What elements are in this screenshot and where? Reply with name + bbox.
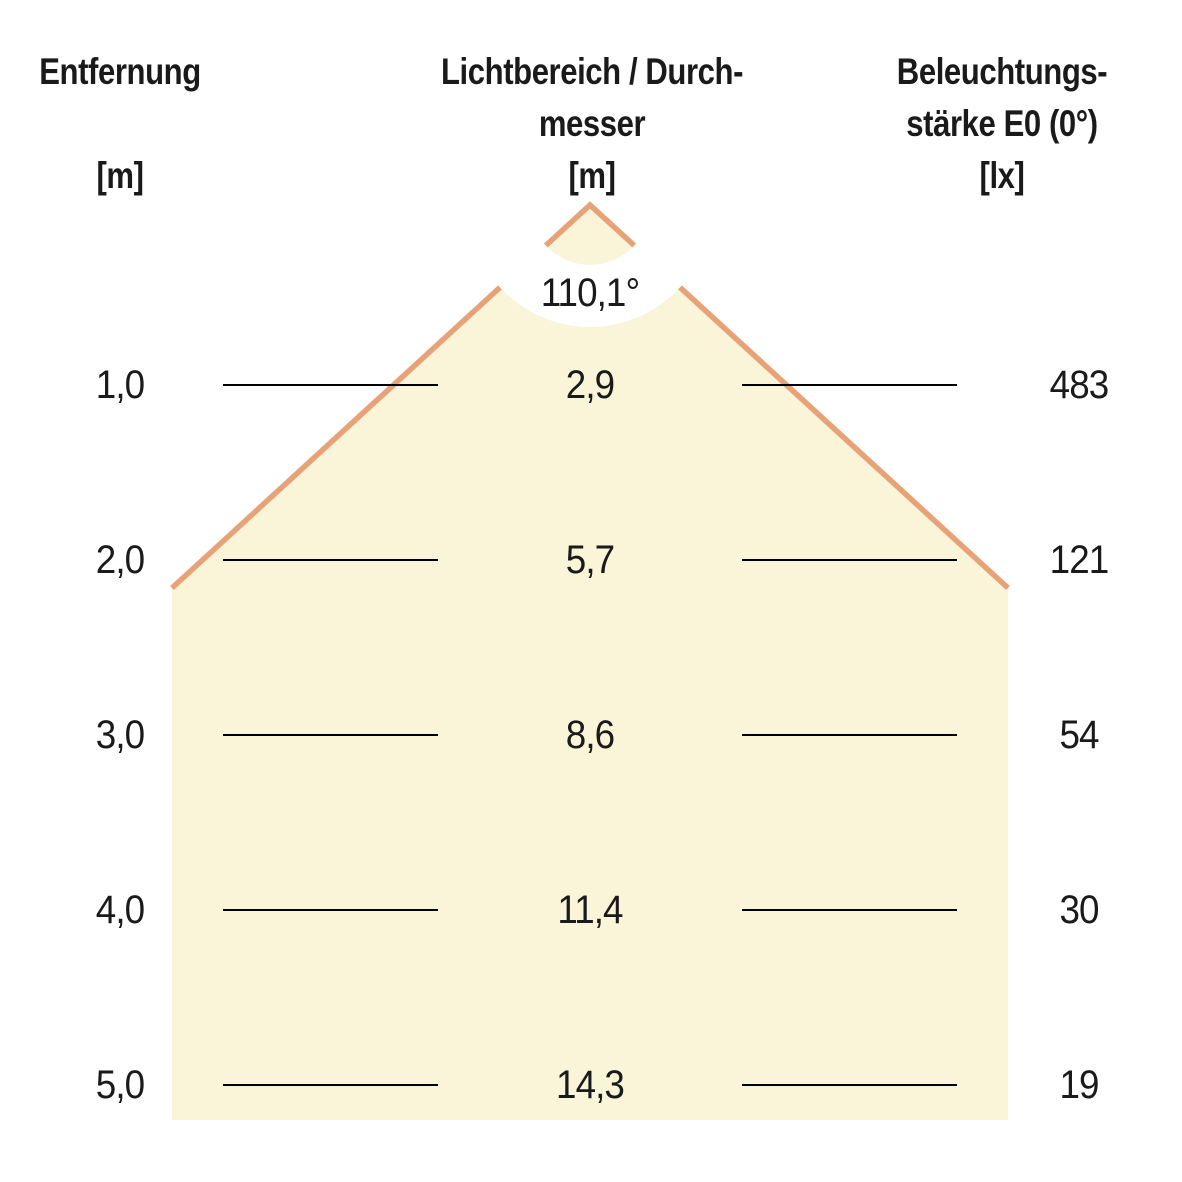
header-diameter-line1: Lichtbereich / Durch- (440, 51, 744, 92)
header-diameter-unit: [m] (568, 155, 616, 196)
row2-diameter-value: 5,7 (565, 538, 615, 582)
row1-distance-value: 1,0 (95, 363, 145, 407)
row5-illuminance-value: 19 (1059, 1063, 1099, 1107)
row1-right-rule (742, 384, 957, 386)
row2-left-rule (223, 559, 438, 561)
header-illuminance-unit: [lx] (979, 155, 1025, 196)
beam-angle-label: 110,1° (540, 271, 640, 315)
row4-left-rule (223, 909, 438, 911)
row1-left-rule (223, 384, 438, 386)
row2-distance-value: 2,0 (95, 538, 145, 582)
row3-distance-value: 3,0 (95, 713, 145, 757)
row4-distance-value: 4,0 (95, 888, 145, 932)
header-illuminance-line1: Beleuchtungs- (896, 51, 1108, 92)
row1-illuminance-value: 483 (1049, 363, 1110, 407)
row2-right-rule (742, 559, 957, 561)
row4-diameter-value: 11,4 (557, 888, 623, 932)
header-distance-unit: [m] (96, 155, 144, 196)
cone-apex-wedge-stroke (543, 201, 637, 248)
row3-illuminance-value: 54 (1059, 713, 1099, 757)
header-distance-line1: Entfernung (39, 51, 201, 92)
row5-diameter-value: 14,3 (556, 1063, 625, 1107)
row3-right-rule (742, 734, 957, 736)
header-distance: Entfernung [m] (20, 46, 220, 202)
row2-illuminance-value: 121 (1049, 538, 1110, 582)
row5-distance-value: 5,0 (95, 1063, 145, 1107)
cone-apex-wedge-fill (545, 205, 635, 265)
row1-diameter-value: 2,9 (565, 363, 615, 407)
cone-left-edge (170, 285, 502, 591)
row3-diameter-value: 8,6 (565, 713, 615, 757)
row4-illuminance-value: 30 (1059, 888, 1099, 932)
cone-body-fill (172, 287, 1008, 1120)
row5-left-rule (223, 1084, 438, 1086)
header-illuminance-line2: stärke E0 (0°) (906, 103, 1098, 144)
row4-right-rule (742, 909, 957, 911)
header-distance-line2 (36, 98, 204, 150)
cone-right-edge (678, 285, 1010, 591)
header-diameter-line2: messer (538, 103, 646, 144)
header-illuminance: Beleuchtungs- stärke E0 (0°) [lx] (802, 46, 1182, 202)
row3-left-rule (223, 734, 438, 736)
header-diameter: Lichtbereich / Durch- messer [m] (392, 46, 792, 202)
row5-right-rule (742, 1084, 957, 1086)
